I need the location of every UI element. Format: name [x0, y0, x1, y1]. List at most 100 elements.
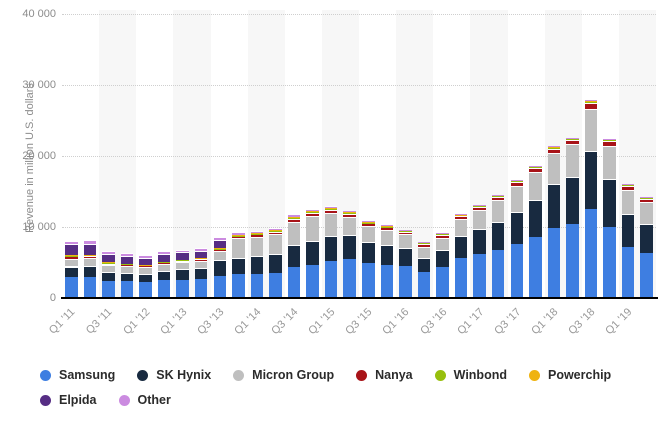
bar-segment-sk-hynix[interactable]	[362, 241, 375, 263]
bar-segment-nanya[interactable]	[436, 234, 449, 238]
bar-segment-nanya[interactable]	[232, 236, 245, 239]
bar-segment-powerchip[interactable]	[510, 180, 524, 182]
bar-segment-winbond[interactable]	[343, 213, 356, 214]
bar-segment-micron-group[interactable]	[621, 189, 635, 214]
bar-segment-other[interactable]	[399, 229, 412, 231]
bar-segment-winbond[interactable]	[65, 255, 78, 257]
bar-segment-micron-group[interactable]	[362, 226, 375, 242]
bar-segment-other[interactable]	[287, 214, 301, 218]
bar-segment-sk-hynix[interactable]	[584, 150, 598, 209]
bar-segment-samsung[interactable]	[120, 281, 134, 298]
bar-segment-samsung[interactable]	[213, 276, 227, 298]
bar-segment-winbond[interactable]	[547, 147, 561, 149]
bar-segment-winbond[interactable]	[362, 222, 375, 224]
bar-segment-winbond[interactable]	[584, 101, 598, 104]
bar-segment-micron-group[interactable]	[380, 230, 394, 246]
bar-segment-other[interactable]	[213, 237, 227, 240]
bar-segment-nanya[interactable]	[213, 249, 227, 252]
legend-item-micron-group[interactable]: Micron Group	[233, 368, 334, 382]
bar-segment-powerchip[interactable]	[454, 214, 468, 216]
bar-segment-winbond[interactable]	[120, 263, 134, 265]
bar-segment-micron-group[interactable]	[343, 217, 356, 236]
bar-segment-sk-hynix[interactable]	[306, 240, 319, 265]
bar-segment-powerchip[interactable]	[529, 166, 542, 167]
bar-segment-other[interactable]	[139, 255, 152, 259]
bar-segment-other[interactable]	[343, 211, 356, 213]
bar-segment-other[interactable]	[640, 196, 653, 198]
bar-segment-nanya[interactable]	[343, 213, 356, 218]
bar-segment-winbond[interactable]	[510, 181, 524, 183]
bar-segment-other[interactable]	[250, 230, 264, 234]
bar-segment-powerchip[interactable]	[584, 100, 598, 102]
bar-segment-nanya[interactable]	[120, 264, 134, 267]
bar-segment-nanya[interactable]	[399, 231, 412, 235]
bar-segment-winbond[interactable]	[529, 166, 542, 168]
bar-segment-samsung[interactable]	[510, 244, 524, 298]
legend-item-samsung[interactable]: Samsung	[40, 368, 115, 382]
bar-segment-samsung[interactable]	[269, 272, 282, 298]
bar-segment-samsung[interactable]	[584, 208, 598, 298]
bar-segment-samsung[interactable]	[102, 280, 115, 298]
bar-segment-nanya[interactable]	[621, 186, 635, 190]
bar-segment-powerchip[interactable]	[250, 232, 264, 234]
bar-segment-micron-group[interactable]	[120, 266, 134, 273]
bar-segment-winbond[interactable]	[640, 197, 653, 199]
bar-segment-winbond[interactable]	[250, 233, 264, 235]
bar-segment-winbond[interactable]	[454, 215, 468, 217]
bar-segment-samsung[interactable]	[362, 262, 375, 298]
bar-segment-nanya[interactable]	[324, 209, 338, 214]
bar-segment-other[interactable]	[362, 221, 375, 223]
bar-segment-micron-group[interactable]	[417, 246, 431, 258]
bar-segment-samsung[interactable]	[176, 279, 189, 298]
bar-segment-micron-group[interactable]	[232, 238, 245, 258]
legend-item-sk-hynix[interactable]: SK Hynix	[137, 368, 211, 382]
bar-segment-micron-group[interactable]	[250, 236, 264, 256]
bar-segment-samsung[interactable]	[417, 272, 431, 298]
bar-segment-sk-hynix[interactable]	[380, 245, 394, 265]
bar-segment-elpida[interactable]	[120, 256, 134, 264]
bar-segment-micron-group[interactable]	[139, 267, 152, 274]
legend-item-powerchip[interactable]: Powerchip	[528, 368, 611, 382]
bar-segment-nanya[interactable]	[640, 198, 653, 202]
bar-segment-powerchip[interactable]	[621, 184, 635, 186]
bar-segment-micron-group[interactable]	[213, 251, 227, 261]
bar-segment-other[interactable]	[324, 205, 338, 209]
bar-segment-sk-hynix[interactable]	[157, 271, 171, 281]
bar-segment-sk-hynix[interactable]	[232, 257, 245, 275]
bar-segment-nanya[interactable]	[102, 263, 115, 266]
bar-segment-powerchip[interactable]	[65, 254, 78, 256]
bar-segment-other[interactable]	[269, 227, 282, 231]
bar-segment-winbond[interactable]	[566, 138, 579, 140]
bar-segment-other[interactable]	[454, 214, 468, 215]
bar-segment-samsung[interactable]	[399, 266, 412, 298]
bar-segment-powerchip[interactable]	[566, 138, 579, 139]
bar-segment-winbond[interactable]	[417, 243, 431, 245]
bar-segment-winbond[interactable]	[473, 206, 486, 207]
bar-segment-nanya[interactable]	[529, 167, 542, 172]
bar-segment-winbond[interactable]	[324, 208, 338, 210]
bar-segment-samsung[interactable]	[491, 250, 505, 298]
bar-segment-other[interactable]	[83, 239, 97, 244]
bar-segment-micron-group[interactable]	[547, 152, 561, 184]
bar-segment-micron-group[interactable]	[269, 234, 282, 254]
bar-segment-samsung[interactable]	[83, 276, 97, 298]
bar-segment-powerchip[interactable]	[194, 257, 208, 259]
bar-segment-sk-hynix[interactable]	[454, 235, 468, 259]
bar-segment-nanya[interactable]	[491, 196, 505, 201]
bar-segment-winbond[interactable]	[621, 185, 635, 187]
bar-segment-nanya[interactable]	[547, 148, 561, 153]
bar-segment-sk-hynix[interactable]	[566, 177, 579, 224]
bar-segment-powerchip[interactable]	[213, 247, 227, 249]
bar-segment-other[interactable]	[473, 204, 486, 206]
bar-segment-sk-hynix[interactable]	[473, 228, 486, 255]
bar-segment-micron-group[interactable]	[454, 219, 468, 236]
bar-segment-nanya[interactable]	[584, 103, 598, 109]
bar-segment-micron-group[interactable]	[510, 185, 524, 212]
bar-segment-sk-hynix[interactable]	[65, 266, 78, 277]
bar-segment-winbond[interactable]	[194, 258, 208, 259]
bar-segment-nanya[interactable]	[139, 266, 152, 268]
bar-segment-micron-group[interactable]	[436, 237, 449, 251]
bar-segment-nanya[interactable]	[380, 227, 394, 231]
bar-segment-elpida[interactable]	[194, 250, 208, 258]
bar-segment-winbond[interactable]	[139, 265, 152, 266]
